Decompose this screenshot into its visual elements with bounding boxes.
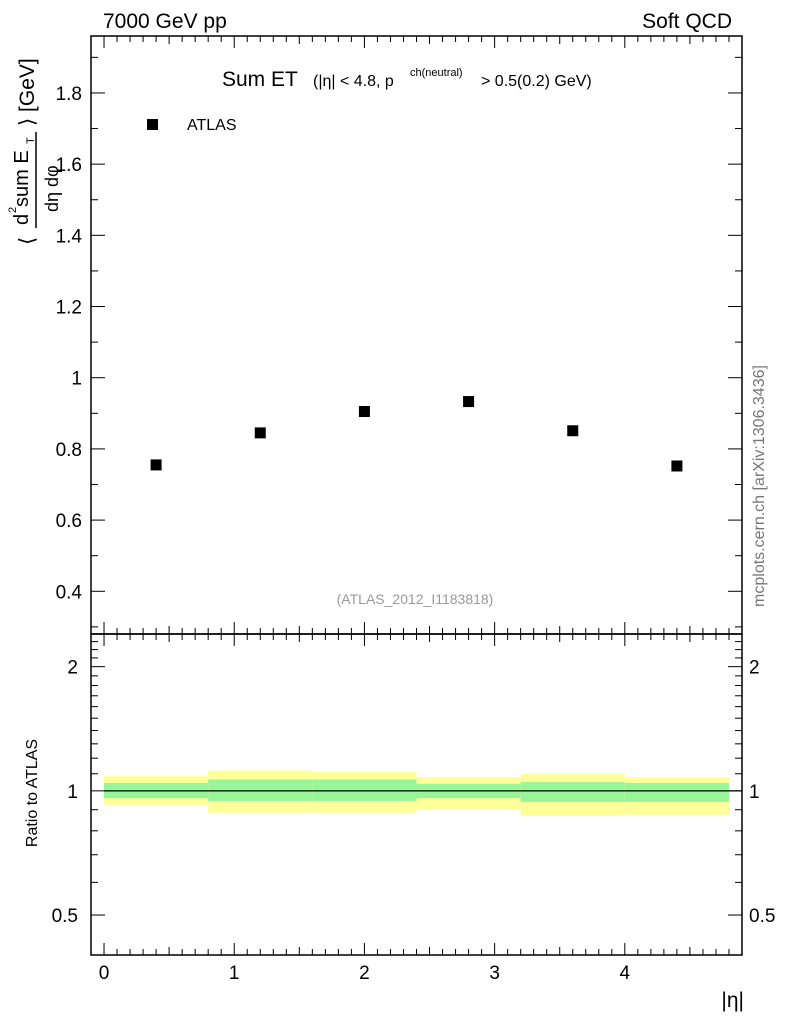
y-label-open: ⟨: [16, 237, 39, 245]
data-point: [463, 396, 475, 408]
ratio-y-tick-label: 0.5: [52, 906, 78, 927]
ratio-y-tick-label-right: 0.5: [749, 906, 775, 927]
y-label-num-main: sum E: [11, 150, 33, 207]
y-tick-label: 1.6: [56, 155, 82, 176]
lower-panel: Ratio to ATLAS |η| 0 1 2 3 4 0.5 0.5 1 1 2 2: [24, 633, 775, 1012]
x-axis-label: |η|: [721, 989, 744, 1012]
title-main: Sum ET: [222, 68, 298, 91]
x-tick-label: 4: [620, 963, 631, 984]
title-cut-prefix: (|η| < 4.8, p: [313, 73, 394, 90]
y-tick-label: 1.4: [56, 226, 83, 247]
x-tick-label: 0: [99, 963, 110, 984]
x-tick-label: 2: [359, 963, 370, 984]
ratio-y-tick-label-right: 2: [749, 658, 760, 679]
header-right: Soft QCD: [642, 10, 732, 33]
data-point: [358, 406, 370, 418]
y-axis-label: ⟨ d 2 sum E T dη dφ ⟩ [GeV]: [7, 58, 62, 245]
y-label-num-prefix: d: [11, 214, 33, 225]
y-tick-label: 1.2: [56, 298, 82, 319]
y-tick-label: 1: [71, 369, 82, 390]
ratio-y-tick-label: 2: [67, 658, 78, 679]
data-point: [671, 460, 683, 472]
upper-panel: Sum ET (|η| < 4.8, p ch(neutral) > 0.5(0…: [7, 35, 743, 635]
y-label-close: ⟩ [GeV]: [16, 58, 39, 126]
legend-marker: [147, 119, 158, 130]
y-tick-label: 0.8: [56, 440, 82, 461]
y-label-num-sub: T: [25, 137, 37, 144]
data-point: [150, 459, 162, 471]
inner-band-bin: [520, 782, 625, 802]
y-tick-label: 0.4: [56, 582, 83, 603]
data-point: [567, 425, 579, 437]
x-tick-label: 3: [489, 963, 500, 984]
y-label-den: dη dφ: [42, 165, 62, 212]
side-label: mcplots.cern.ch [arXiv:1306.3436]: [751, 365, 768, 607]
ratio-y-tick-label: 1: [67, 782, 78, 803]
title-cut-suffix: > 0.5(0.2) GeV): [481, 73, 592, 90]
y-label-num-sup: 2: [7, 207, 19, 213]
legend-label: ATLAS: [187, 117, 237, 134]
inner-band-bin: [624, 782, 729, 802]
plot-title: Sum ET (|η| < 4.8, p ch(neutral) > 0.5(0…: [222, 67, 592, 91]
header-left: 7000 GeV pp: [103, 10, 227, 33]
data-point: [254, 427, 266, 439]
title-cut-sup: ch(neutral): [410, 67, 463, 79]
ratio-y-label: Ratio to ATLAS: [24, 739, 41, 847]
y-tick-label: 1.8: [56, 84, 82, 105]
analysis-watermark: (ATLAS_2012_I1183818): [337, 591, 494, 607]
ratio-y-tick-label-right: 1: [749, 782, 760, 803]
y-tick-label: 0.6: [56, 511, 82, 532]
x-tick-label: 1: [229, 963, 240, 984]
